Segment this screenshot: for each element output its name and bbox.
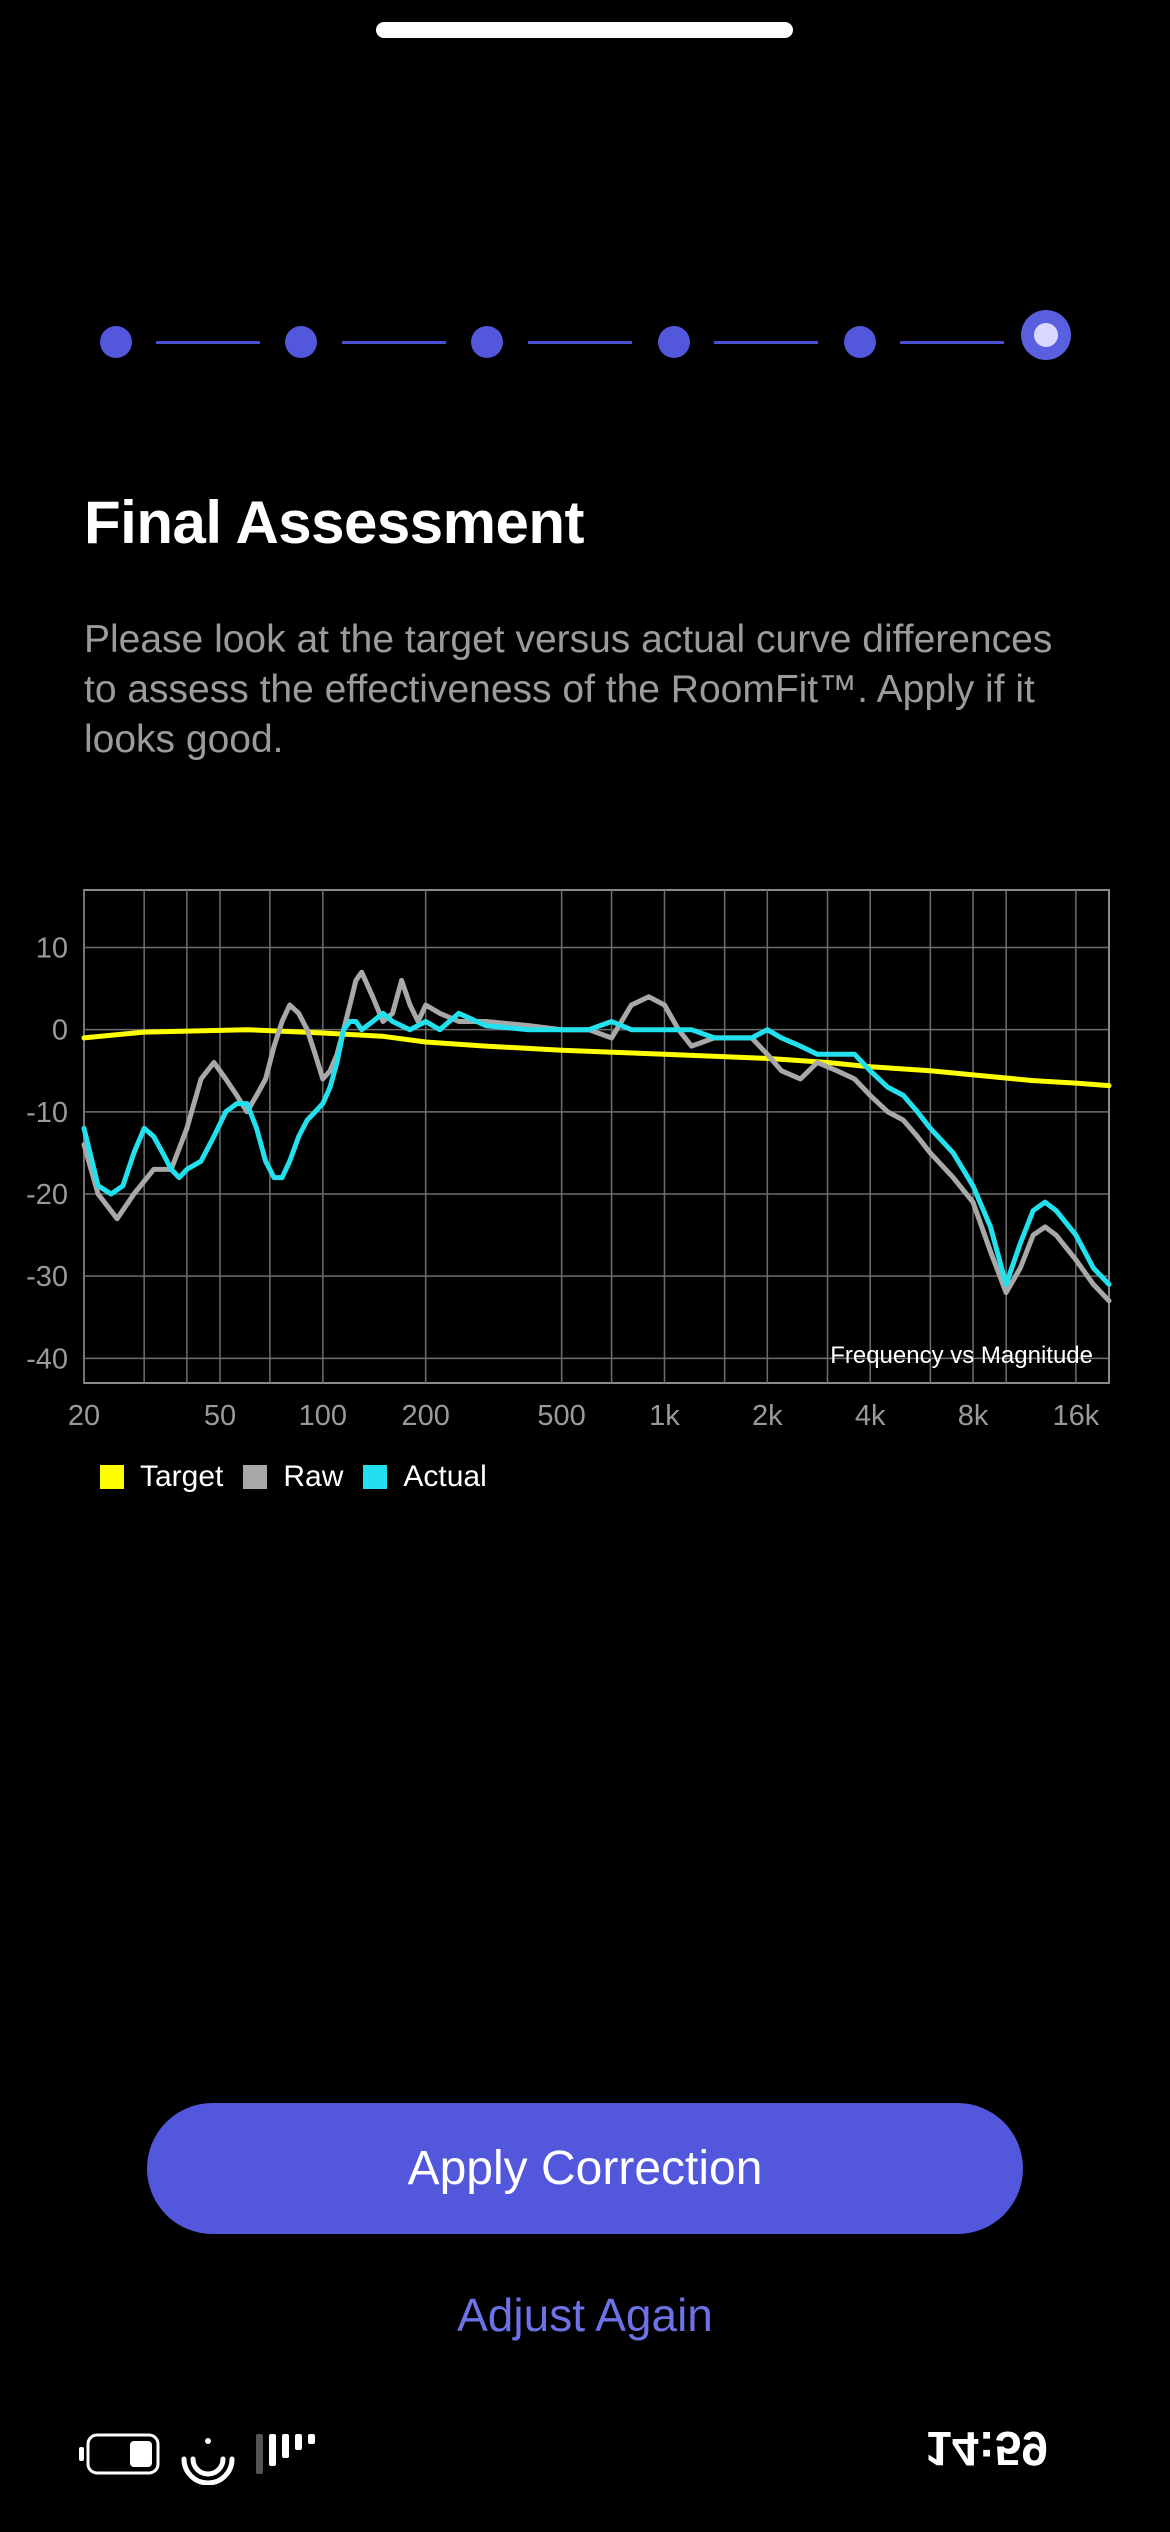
legend-item-target: Target	[100, 1460, 223, 1494]
step-dot-current	[1021, 310, 1071, 360]
legend-item-raw: Raw	[243, 1460, 343, 1494]
page-title: Final Assessment	[84, 489, 584, 556]
y-tick-label: -20	[26, 1179, 68, 1211]
apply-correction-button[interactable]: Apply Correction	[147, 2103, 1023, 2234]
status-time: 14:59	[925, 2421, 1048, 2474]
legend-swatch-raw	[243, 1465, 268, 1489]
step-connector	[342, 341, 446, 344]
signal-icon	[256, 2434, 315, 2474]
plot-frame	[83, 889, 1110, 1384]
x-tick-label: 2k	[752, 1400, 783, 1430]
x-tick-label: 50	[204, 1400, 236, 1430]
x-tick-label: 100	[299, 1400, 347, 1430]
series-line-raw	[81, 969, 1112, 1304]
legend-label-actual: Actual	[403, 1460, 487, 1493]
x-tick-label: 20	[68, 1400, 100, 1430]
step-dot	[658, 326, 690, 358]
chart-legend: Target Raw Actual	[100, 1460, 507, 1494]
x-tick-label: 500	[537, 1400, 585, 1430]
legend-label-target: Target	[140, 1460, 224, 1493]
step-connector	[900, 341, 1004, 344]
step-connector	[156, 341, 260, 344]
y-tick-label: 0	[52, 1015, 68, 1047]
system-status-bar	[79, 2433, 315, 2485]
battery-icon	[79, 2433, 160, 2475]
step-dot	[100, 326, 132, 358]
series-line-target	[81, 1027, 1112, 1089]
legend-label-raw: Raw	[283, 1460, 344, 1493]
series-line-actual	[81, 1010, 1112, 1287]
page-description: Please look at the target versus actual …	[84, 618, 1053, 761]
legend-swatch-target	[100, 1465, 124, 1489]
y-tick-label: -10	[26, 1097, 68, 1129]
x-tick-label: 200	[401, 1400, 449, 1430]
wifi-icon	[181, 2438, 235, 2485]
y-tick-label: -40	[26, 1343, 68, 1375]
step-dot	[285, 326, 317, 358]
x-tick-label: 4k	[855, 1400, 886, 1430]
y-tick-label: -30	[26, 1261, 68, 1293]
home-indicator	[376, 22, 793, 38]
x-tick-label: 8k	[958, 1400, 989, 1430]
frequency-response-chart: 100-10-20-30-40 20 50 100 200 500 1k 2k 4k 8k 16k…	[26, 889, 1112, 1430]
adjust-again-button[interactable]: Adjust Again	[385, 2280, 785, 2350]
y-tick-label: 10	[36, 933, 68, 965]
progress-stepper	[0, 310, 1170, 374]
step-connector	[714, 341, 818, 344]
x-tick-label: 1k	[649, 1400, 680, 1430]
step-dot	[471, 326, 503, 358]
x-tick-label: 16k	[1053, 1400, 1100, 1430]
legend-item-actual: Actual	[363, 1460, 487, 1494]
legend-swatch-actual	[363, 1465, 388, 1489]
step-dot	[844, 326, 876, 358]
chart-annotation: Frequency vs Magnitude	[830, 1342, 1093, 1369]
step-connector	[528, 341, 632, 344]
